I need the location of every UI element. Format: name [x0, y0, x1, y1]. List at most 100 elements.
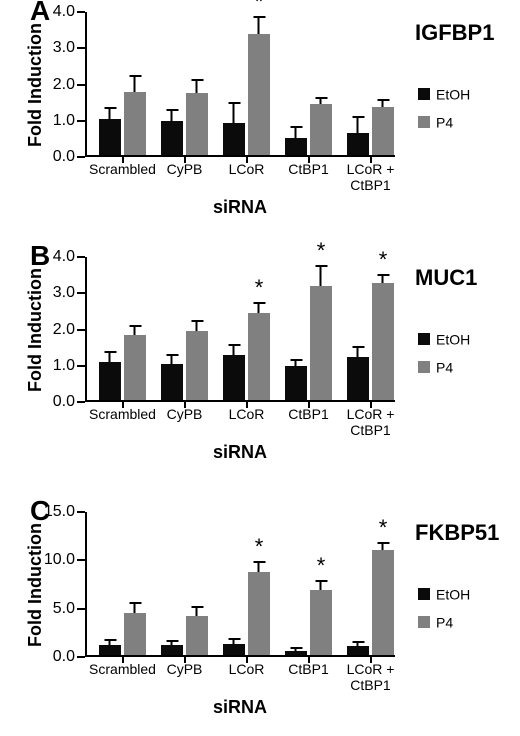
legend-label: EtOH — [436, 86, 470, 102]
y-tick — [77, 365, 85, 367]
error-bar — [110, 108, 111, 119]
legend-item: P4 — [418, 613, 453, 630]
x-tick-label: LCoR +CtBP1 — [347, 661, 395, 693]
error-bar — [135, 326, 136, 335]
error-bar — [110, 640, 111, 645]
legend-swatch — [418, 88, 430, 100]
error-bar — [234, 639, 235, 644]
y-tick — [77, 47, 85, 49]
error-bar — [358, 117, 359, 133]
y-axis-title: Fold Induction — [25, 268, 46, 392]
error-bar — [234, 103, 235, 123]
legend-label: EtOH — [436, 331, 470, 347]
error-bar — [135, 76, 136, 92]
legend-item: P4 — [418, 358, 453, 375]
y-tick-label: 5.0 — [53, 600, 75, 618]
x-tick-label: CyPB — [167, 661, 203, 677]
y-tick-label: 0.0 — [53, 148, 75, 166]
bar — [347, 646, 369, 655]
x-tick-label: CtBP1 — [288, 661, 328, 677]
error-bar — [358, 642, 359, 646]
x-tick-label: CyPB — [167, 161, 203, 177]
error-bar — [358, 347, 359, 356]
bar — [99, 119, 121, 155]
y-tick-label: 3.0 — [53, 39, 75, 57]
y-tick — [77, 156, 85, 158]
significance-star: * — [255, 534, 264, 560]
x-tick-label: LCoR +CtBP1 — [347, 161, 395, 193]
y-tick — [77, 11, 85, 13]
x-tick-label: CyPB — [167, 406, 203, 422]
x-tick-label: LCoR — [229, 661, 265, 677]
bar — [347, 357, 369, 401]
error-bar — [296, 127, 297, 138]
error-bar — [383, 100, 384, 107]
y-tick-label: 4.0 — [53, 248, 75, 266]
error-bar — [135, 603, 136, 614]
bar — [99, 362, 121, 400]
error-bar — [110, 352, 111, 362]
bar — [285, 138, 307, 155]
bar — [223, 355, 245, 400]
x-tick-label: CtBP1 — [288, 406, 328, 422]
error-bar — [321, 581, 322, 591]
y-axis-title: Fold Induction — [25, 523, 46, 647]
y-tick — [77, 256, 85, 258]
x-tick-label: Scrambled — [89, 661, 156, 677]
legend-label: P4 — [436, 359, 453, 375]
y-tick-label: 2.0 — [53, 76, 75, 94]
plot-area: 0.01.02.03.04.0ScrambledCyPBLCoRCtBP1LCo… — [85, 12, 395, 157]
legend-item: EtOH — [418, 85, 470, 102]
chart-panel: CFKBP510.05.010.015.0ScrambledCyPBLCoRCt… — [0, 500, 520, 736]
bar — [161, 121, 183, 155]
gene-label: IGFBP1 — [415, 20, 494, 46]
y-tick-label: 10.0 — [44, 551, 75, 569]
bar — [310, 590, 332, 655]
plot-area: 0.05.010.015.0ScrambledCyPBLCoRCtBP1LCoR… — [85, 512, 395, 657]
bar — [248, 572, 270, 655]
error-bar — [197, 321, 198, 331]
bar — [124, 92, 146, 155]
chart-panel: AIGFBP10.01.02.03.04.0ScrambledCyPBLCoRC… — [0, 0, 520, 230]
bar — [248, 34, 270, 155]
bar — [223, 123, 245, 155]
y-tick — [77, 84, 85, 86]
y-tick-label: 4.0 — [53, 3, 75, 21]
legend-item: P4 — [418, 113, 453, 130]
bar — [124, 335, 146, 400]
x-tick-label: CtBP1 — [288, 161, 328, 177]
significance-star: * — [379, 247, 388, 273]
error-bar — [296, 360, 297, 365]
error-bar — [296, 648, 297, 651]
bar — [248, 313, 270, 400]
x-tick-label: LCoR — [229, 161, 265, 177]
error-bar — [172, 110, 173, 120]
error-bar — [321, 266, 322, 286]
bar — [161, 645, 183, 655]
y-axis-title: Fold Induction — [25, 23, 46, 147]
y-tick-label: 0.0 — [53, 393, 75, 411]
bar — [372, 107, 394, 155]
error-bar — [259, 303, 260, 313]
bar — [347, 133, 369, 155]
y-tick — [77, 401, 85, 403]
y-tick — [77, 292, 85, 294]
legend-item: EtOH — [418, 585, 470, 602]
x-axis-title: siRNA — [213, 442, 267, 463]
error-bar — [383, 543, 384, 550]
legend-swatch — [418, 588, 430, 600]
bar — [99, 645, 121, 655]
y-tick — [77, 656, 85, 658]
bar — [186, 93, 208, 155]
y-tick-label: 2.0 — [53, 321, 75, 339]
gene-label: FKBP51 — [415, 520, 499, 546]
x-tick-label: LCoR — [229, 406, 265, 422]
bar — [372, 283, 394, 400]
legend-swatch — [418, 361, 430, 373]
x-tick-label: LCoR +CtBP1 — [347, 406, 395, 438]
legend-label: P4 — [436, 114, 453, 130]
error-bar — [172, 355, 173, 364]
error-bar — [234, 345, 235, 355]
y-tick — [77, 120, 85, 122]
error-bar — [197, 607, 198, 617]
